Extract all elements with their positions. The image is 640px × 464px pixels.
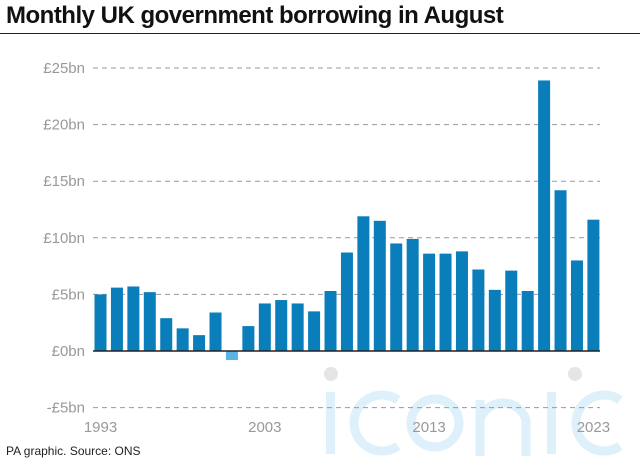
x-tick-label: 2003 [248, 419, 281, 436]
watermark-stroke [349, 390, 401, 456]
watermark-stroke [547, 392, 556, 454]
bar-2007 [324, 291, 337, 351]
bar-1997 [160, 318, 173, 351]
bar-2002 [242, 326, 255, 351]
y-tick-label: £25bn [43, 60, 85, 77]
bar-1999 [193, 335, 206, 351]
watermark-stroke [326, 392, 335, 454]
title-rule [0, 33, 640, 34]
bar-1998 [176, 328, 189, 351]
bar-2003 [258, 303, 271, 351]
watermark-stroke [475, 398, 531, 456]
bar-2008 [340, 252, 353, 351]
watermark-logo [324, 367, 623, 456]
bar-2009 [357, 216, 370, 351]
x-tick-label: 2023 [577, 419, 610, 436]
bar-2013 [423, 253, 436, 351]
bar-2021 [554, 190, 567, 351]
watermark-stroke [406, 394, 464, 452]
bar-2017 [488, 289, 501, 351]
source-note: PA graphic. Source: ONS [6, 444, 141, 458]
bar-2020 [538, 80, 551, 352]
y-tick-label: £15bn [43, 173, 85, 190]
bar-2012 [406, 238, 419, 351]
y-tick-label: -£5bn [47, 400, 85, 417]
bar-1994 [110, 287, 123, 351]
bar-2006 [308, 311, 321, 351]
bar-2018 [505, 270, 518, 351]
bar-2001 [225, 351, 238, 361]
watermark-dot [568, 367, 582, 381]
bar-2023 [587, 219, 600, 351]
y-tick-label: £10bn [43, 230, 85, 247]
y-tick-label: £5bn [52, 286, 85, 303]
bar-2014 [439, 253, 452, 351]
bar-1995 [127, 286, 140, 351]
bar-2015 [455, 251, 468, 351]
bar-2000 [209, 312, 222, 351]
chart-title: Monthly UK government borrowing in Augus… [6, 2, 504, 29]
x-tick-label: 1993 [84, 419, 117, 436]
bar-2004 [275, 300, 288, 351]
watermark-stroke [571, 390, 623, 456]
bar-2005 [291, 303, 304, 351]
bar-1993 [94, 294, 107, 351]
y-tick-label: £20bn [43, 117, 85, 134]
y-tick-label: £0bn [52, 343, 85, 360]
bar-2019 [521, 291, 534, 351]
bar-2022 [570, 260, 583, 351]
watermark-dot [324, 367, 338, 381]
bar-1996 [143, 292, 156, 351]
x-tick-label: 2013 [412, 419, 445, 436]
bar-2011 [390, 243, 403, 351]
bar-2016 [472, 269, 485, 351]
bar-2010 [373, 220, 386, 351]
